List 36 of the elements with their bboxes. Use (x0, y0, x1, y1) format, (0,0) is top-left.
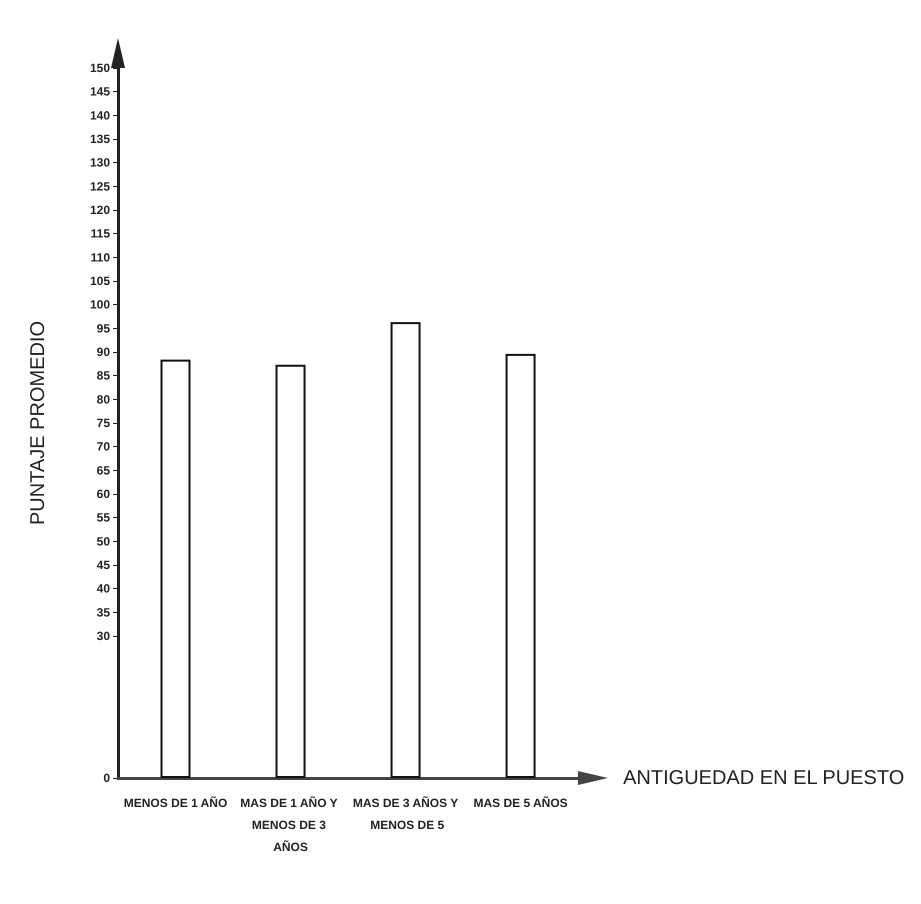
y-tick-label: 85 (96, 368, 110, 383)
x-tick-label: MAS DE 1 AÑO Y MENOS DE 3 AÑOS (240, 796, 341, 854)
x-tick-label: MAS DE 5 AÑOS (473, 796, 568, 810)
y-tick-label: 115 (90, 226, 110, 241)
y-tick-label: 105 (90, 274, 110, 288)
y-tick-label: 100 (90, 298, 110, 312)
bar (276, 364, 306, 778)
y-tick-label: 70 (96, 440, 110, 454)
y-tick-label: 145 (90, 84, 110, 99)
y-tick-label: 60 (96, 487, 110, 501)
y-tick-label: 50 (96, 534, 110, 548)
y-tick-label: 75 (96, 416, 110, 430)
y-tick-label: 125 (90, 179, 110, 194)
y-tick-label: 80 (96, 392, 110, 406)
y-tick-label: 40 (96, 582, 110, 596)
x-tick-label: MENOS DE 1 AÑO (124, 796, 228, 810)
y-tick-label: 135 (90, 132, 110, 146)
y-tick-label: 110 (90, 250, 110, 264)
y-tick-label: 55 (96, 510, 110, 525)
y-tick-label: 95 (96, 321, 110, 336)
y-axis-title: PUNTAJE PROMEDIO (27, 320, 49, 526)
y-tick-label: 30 (96, 629, 110, 643)
bar (506, 354, 536, 778)
bar (390, 322, 421, 778)
y-tick-label: 0 (103, 771, 110, 785)
y-tick-label: 150 (90, 61, 110, 75)
y-tick-label: 45 (96, 558, 110, 572)
x-tick-label: MAS DE 3 AÑOS Y MENOS DE 5 (352, 796, 458, 832)
y-tick-label: 65 (96, 463, 110, 478)
y-tick-label: 120 (90, 203, 110, 217)
y-tick-label: 90 (96, 345, 110, 359)
y-tick-label: 130 (90, 156, 110, 170)
y-tick-label: 140 (90, 108, 110, 122)
bar (160, 360, 191, 778)
y-tick-label: 35 (96, 605, 110, 620)
x-axis-title: ANTIGUEDAD EN EL PUESTO (623, 767, 904, 789)
